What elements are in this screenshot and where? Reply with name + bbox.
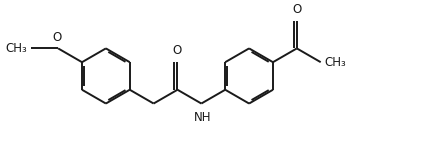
Text: O: O [173,44,182,57]
Text: NH: NH [194,111,212,124]
Text: O: O [52,30,61,44]
Text: CH₃: CH₃ [6,42,27,55]
Text: CH₃: CH₃ [324,56,346,69]
Text: O: O [292,3,301,16]
